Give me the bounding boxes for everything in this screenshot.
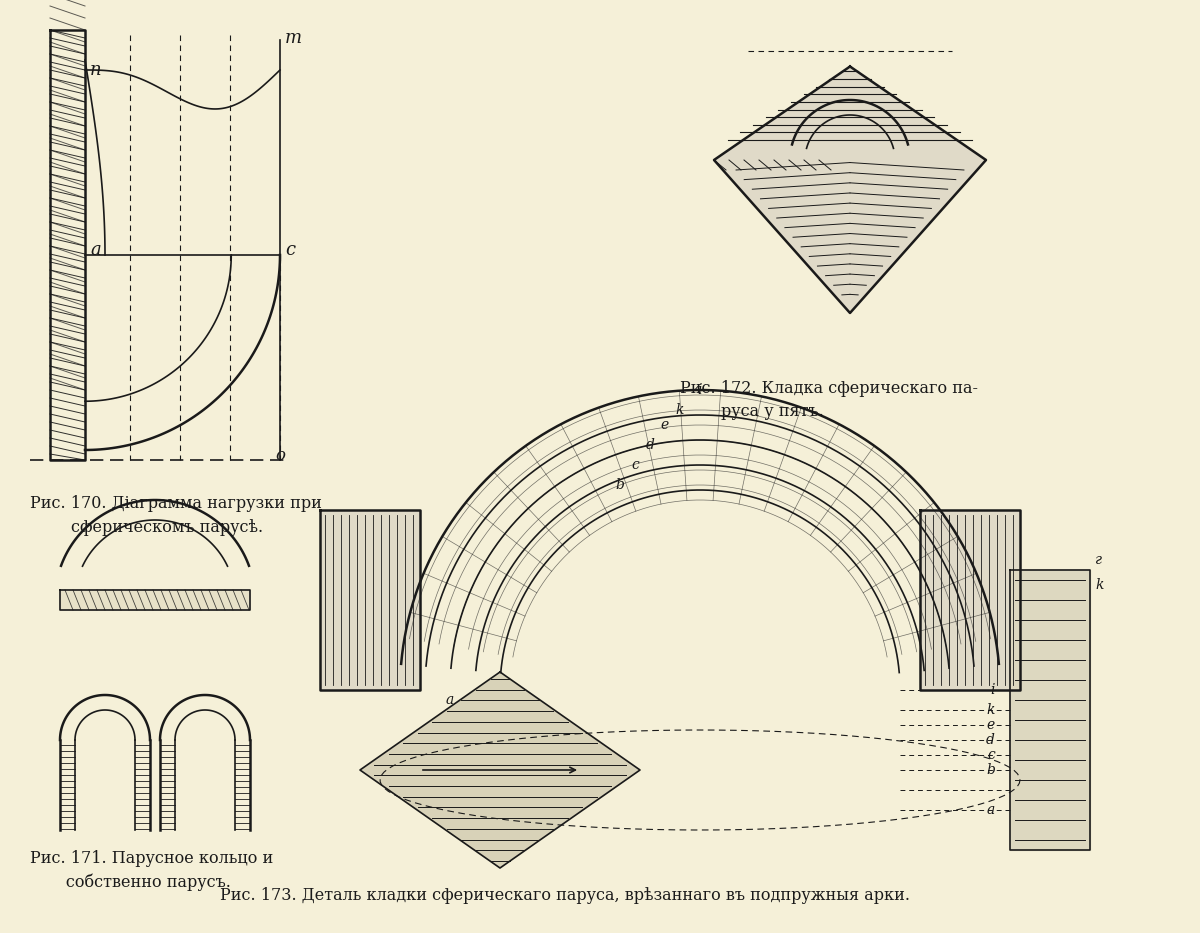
Text: г: г [1096,553,1102,567]
Text: a: a [446,693,454,707]
Text: k: k [676,403,684,417]
Text: Рис. 171. Парусное кольцо и
       собственно парусъ.: Рис. 171. Парусное кольцо и собственно п… [30,850,274,891]
Polygon shape [60,590,250,610]
Text: b: b [986,763,995,777]
Text: c: c [631,458,638,472]
Text: c: c [988,748,995,762]
Text: n: n [90,61,102,79]
Text: Рис. 173. Деталь кладки сферическаго паруса, врѣзаннаго въ подпружныя арки.: Рис. 173. Деталь кладки сферическаго пар… [220,887,910,904]
Text: m: m [286,29,302,47]
Polygon shape [714,66,986,313]
Text: k: k [986,703,995,717]
Text: e: e [661,418,670,432]
Text: b: b [616,478,624,492]
Text: i: i [990,683,995,697]
Polygon shape [920,510,1020,690]
Text: Рис. 172. Кладка сферическаго па-
        руса у пятъ.: Рис. 172. Кладка сферическаго па- руса у… [680,380,978,421]
Polygon shape [1010,570,1090,850]
Polygon shape [320,510,420,690]
Polygon shape [360,672,640,868]
Text: d: d [986,733,995,747]
Text: i: i [697,383,702,397]
Text: d: d [646,438,654,452]
Text: a: a [986,803,995,817]
Text: Рис. 170. Діаграмма нагрузки при
        сферическомъ парусѣ.: Рис. 170. Діаграмма нагрузки при сфериче… [30,495,322,536]
Text: a: a [90,241,101,259]
Text: k: k [1096,578,1103,592]
Text: c: c [286,241,295,259]
Text: o: o [275,447,286,464]
Text: e: e [986,718,995,732]
